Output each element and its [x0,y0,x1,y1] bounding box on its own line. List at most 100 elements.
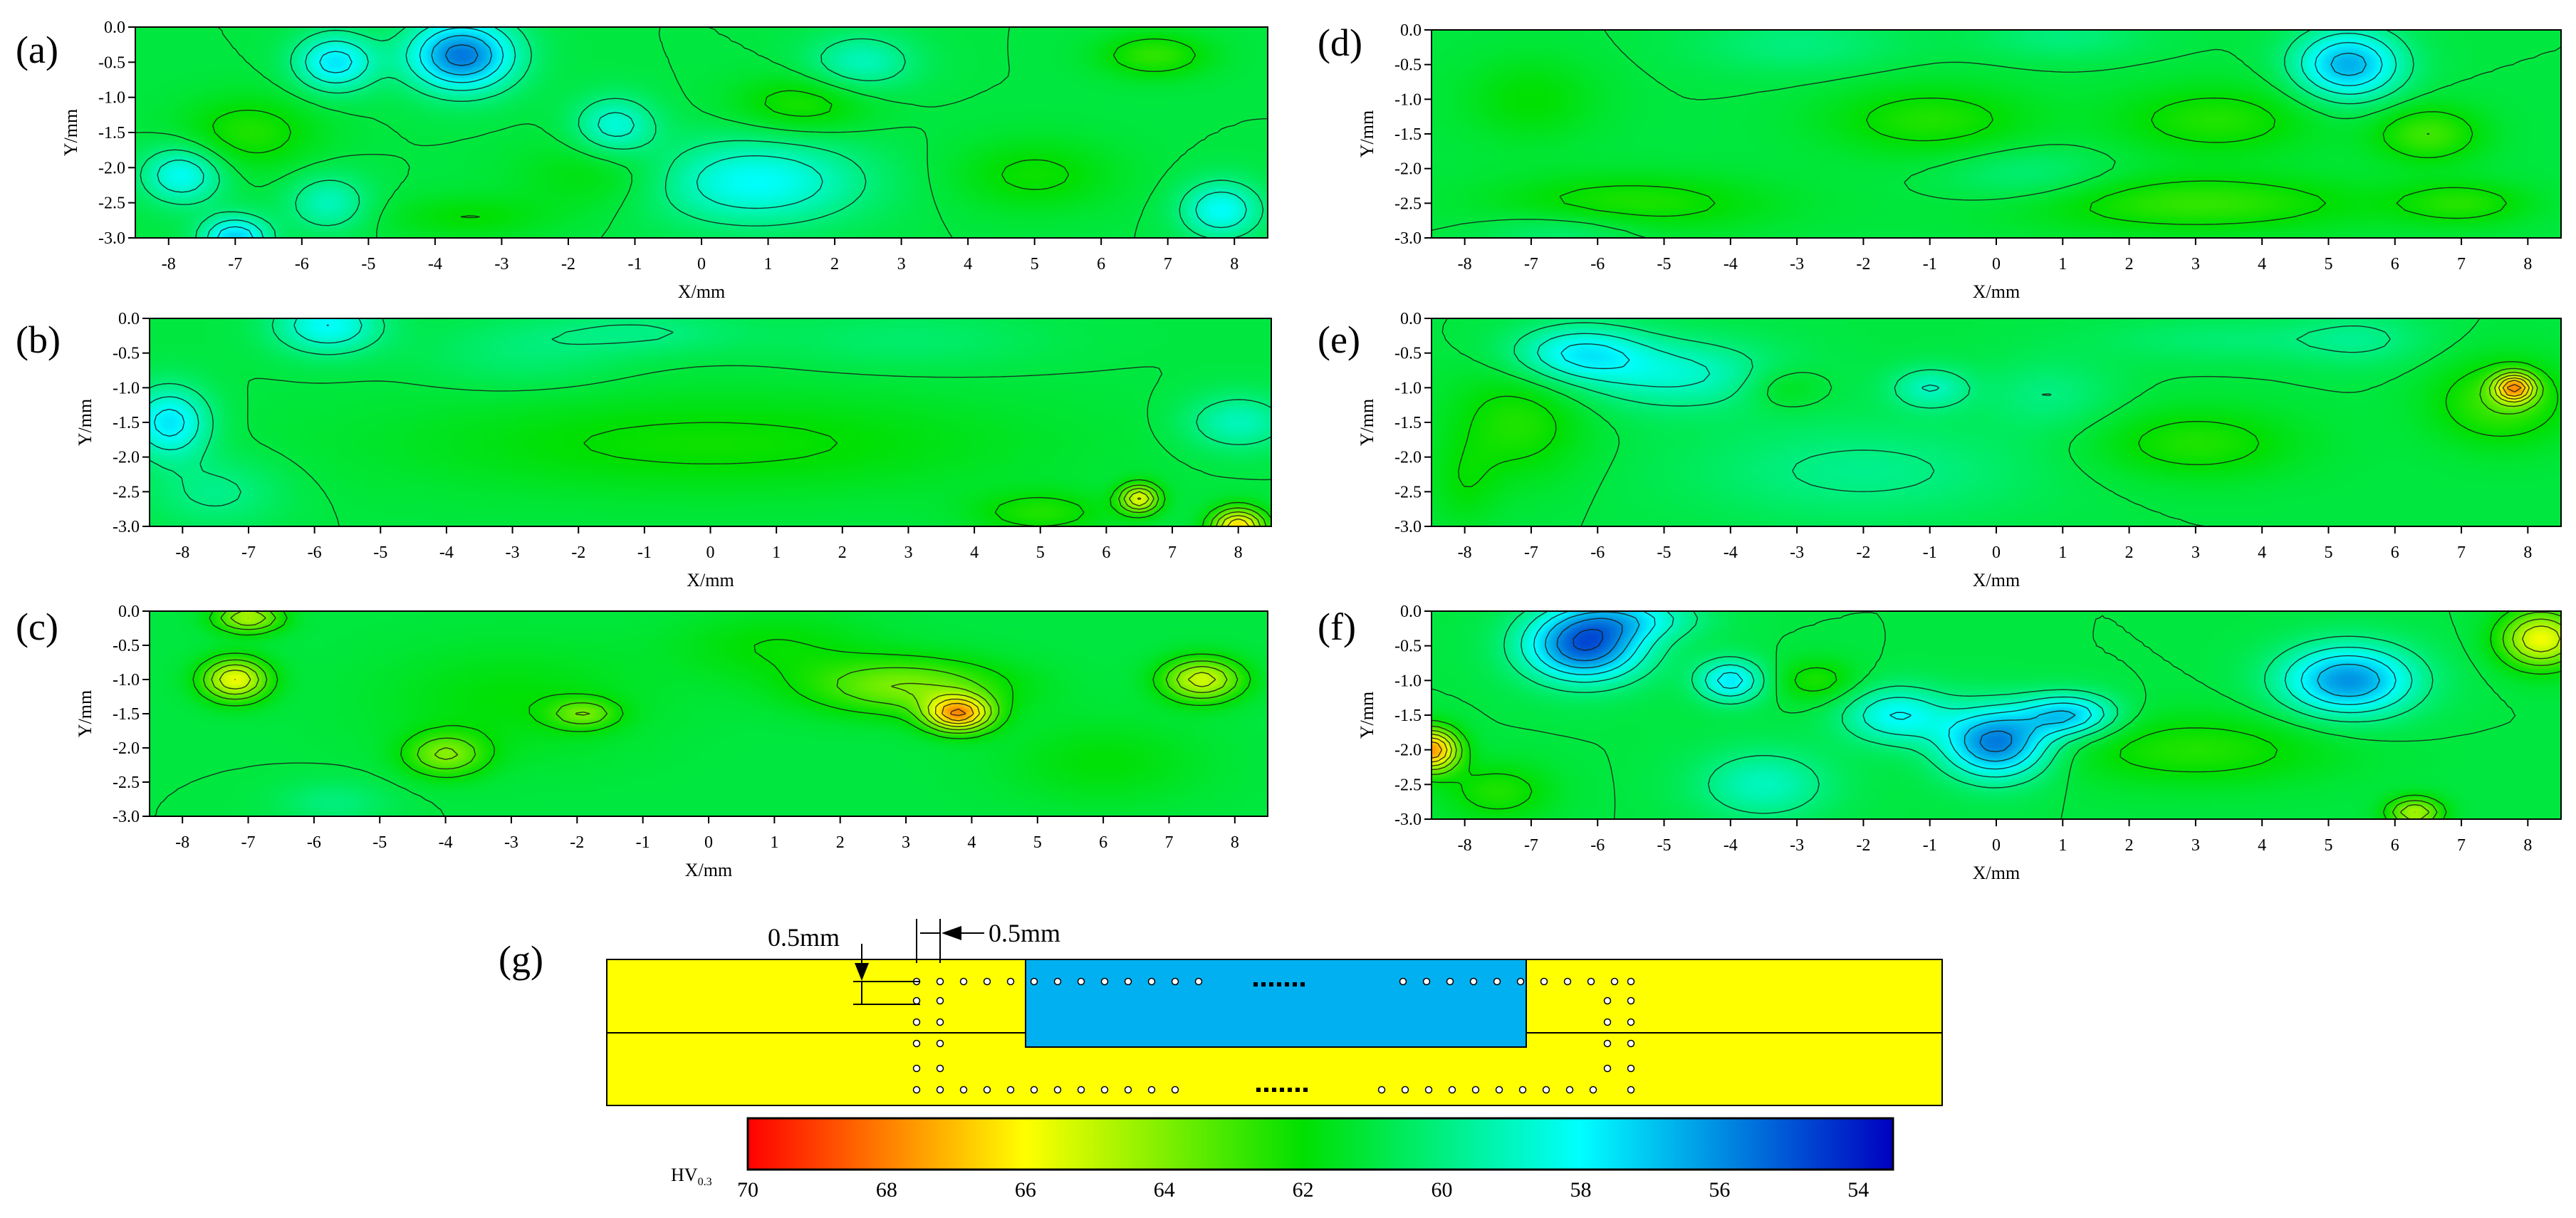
x-tick-label: 4 [2258,836,2266,855]
measurement-point [1627,1064,1635,1073]
x-tick-label: -4 [439,833,453,852]
x-tick-label: 4 [967,833,976,852]
x-tick-label: -1 [636,833,650,852]
x-axis-label: X/mm [687,570,734,590]
panel-c: (c) -8 -7 -6 -5 -4 -3 -2 -1 0 1 2 3 4 5 6 7 8 0.0 -0.5 -1.0 -… [16,603,1268,880]
colorbar: 70 68 66 64 62 60 58 56 54 HV0.3 [671,1117,1894,1202]
x-tick-label: 1 [770,833,778,852]
panel-label-g: (g) [499,938,543,981]
panel-label: (b) [16,318,61,361]
measurement-point [1053,977,1062,986]
x-tick-label: 7 [1164,833,1173,852]
x-tick-label: 2 [838,543,847,562]
x-tick-label: -6 [1590,255,1605,274]
y-tick-label: -2.5 [1394,483,1422,501]
x-tick-label: 8 [2523,543,2532,562]
x-tick-label: 7 [1168,543,1177,562]
x-tick-label: 0 [704,833,713,852]
dim-label-v: 0.5mm [768,923,840,952]
x-tick-label: -1 [637,543,652,562]
y-tick-label: -1.0 [1394,672,1422,690]
measurement-point [1627,996,1635,1005]
measurement-point [912,1039,921,1048]
x-tick-label: 3 [897,255,906,274]
y-axis-label: Y/mm [1357,399,1377,446]
x-tick-label: 7 [2457,836,2466,855]
panel-e: (e) -8 -7 -6 -5 -4 -3 -2 -1 0 1 2 3 4 5 6 7 8 0.0 -0.5 -1.0 -… [1318,310,2562,590]
x-tick-label: 3 [2191,255,2200,274]
y-tick-label: -0.5 [98,53,125,72]
measurement-point [1627,1086,1635,1094]
x-axis-label: X/mm [1973,281,2020,302]
x-tick-label: 6 [2391,543,2399,562]
x-tick-label: 5 [1031,255,1039,274]
x-tick-label: 2 [2125,543,2134,562]
y-tick-label: 0.0 [118,310,140,328]
y-tick-label: -3.0 [113,808,140,826]
y-tick-label: -3.0 [113,518,140,536]
contour-lines [135,26,1268,239]
x-tick-label: 0 [697,255,706,274]
x-tick-label: -5 [1657,543,1672,562]
heatmap-fill [135,27,1268,238]
colorbar-tick-label: 70 [737,1178,758,1202]
colorbar-tick-label: 68 [876,1178,897,1202]
measurement-point [1171,1086,1179,1094]
measurement-point [912,1086,921,1094]
measurement-point [1124,977,1132,986]
x-tick-label: -1 [1923,836,1937,855]
measurement-point [1627,977,1635,986]
measurement-point [1401,1086,1409,1094]
dim-arrow-h [942,926,961,940]
y-tick-label: 0.0 [104,19,125,37]
x-tick-label: 7 [2457,255,2466,274]
measurement-point [1565,1086,1574,1094]
x-tick-label: -7 [1524,836,1538,855]
measurement-point [1540,977,1548,986]
schematic-g: (g) 0.5mm 0.5mm [499,919,1943,1106]
x-tick-label: 8 [1231,833,1239,852]
heatmap-fill [1432,611,2561,819]
measurement-point [1377,1086,1386,1094]
x-tick-label: -4 [1724,255,1738,274]
x-tick-label: 0 [706,543,715,562]
x-tick-label: -7 [228,255,242,274]
x-tick-label: -3 [506,543,520,562]
x-tick-label: 8 [2523,836,2532,855]
heatmap-fill [1432,318,2561,526]
x-tick-label: -8 [1458,255,1472,274]
x-tick-label: -7 [241,833,256,852]
x-tick-label: -2 [570,833,584,852]
x-tick-label: -2 [1856,836,1870,855]
y-tick-label: -2.5 [98,194,125,213]
measurement-point [1053,1086,1062,1094]
x-tick-label: 5 [2324,836,2332,855]
measurement-point [1100,1086,1109,1094]
x-axis-label: X/mm [1973,570,2020,590]
measurement-point [1030,977,1038,986]
y-tick-label: 0.0 [118,603,140,621]
y-tick-label: -1.5 [1394,414,1422,432]
contour-lines [1431,610,2562,820]
y-tick-label: -2.5 [113,483,140,501]
y-tick-label: 0.0 [1400,310,1422,328]
heatmap-fill [1432,30,2561,238]
y-tick-label: -0.5 [113,345,140,363]
y-tick-label: -2.0 [98,159,125,177]
colorbar-tick-label: 62 [1293,1178,1314,1202]
x-tick-label: -5 [1657,836,1672,855]
x-tick-label: 1 [2058,543,2067,562]
measurement-point [1006,977,1015,986]
contour-lines [149,318,1272,527]
y-tick-label: 0.0 [1400,21,1422,40]
x-axis-label: X/mm [685,860,732,880]
measurement-point [983,977,991,986]
measurement-point [1627,1039,1635,1048]
measurement-point [1147,977,1156,986]
colorbar-tick-label: 54 [1847,1178,1869,1202]
y-tick-label: -2.5 [1394,776,1422,794]
y-tick-label: -2.5 [1394,194,1422,213]
y-tick-label: -3.0 [1394,518,1422,536]
dim-label-h: 0.5mm [989,919,1060,947]
